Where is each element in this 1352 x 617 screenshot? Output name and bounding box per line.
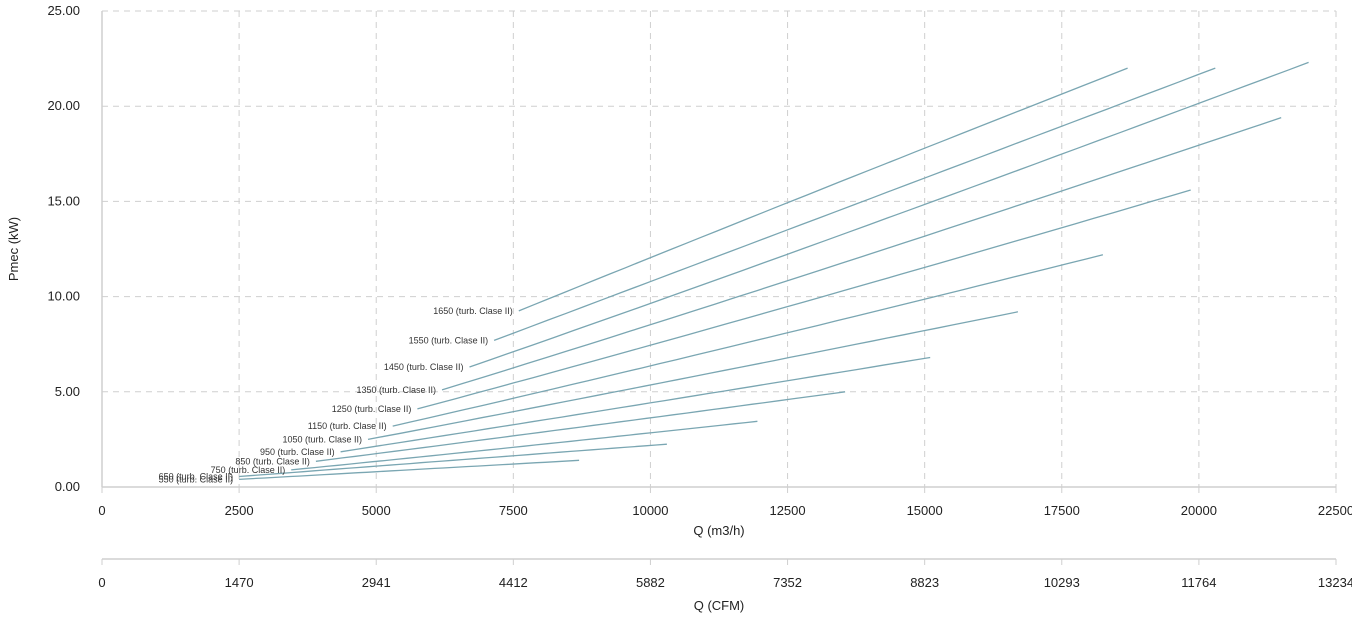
x2-tick-label: 13234 — [1318, 575, 1352, 590]
curve-label: 1450 (turb. Clase II) — [384, 362, 464, 372]
x2-tick-label: 4412 — [499, 575, 528, 590]
curve-label: 950 (turb. Clase II) — [260, 447, 335, 457]
x2-tick-label: 5882 — [636, 575, 665, 590]
x-tick-label: 22500 — [1318, 503, 1352, 518]
y-tick-label: 0.00 — [55, 479, 80, 494]
curve-label: 1350 (turb. Clase II) — [356, 385, 436, 395]
curve-label: 650 (turb. Clase II) — [159, 472, 234, 482]
curve-label: 1150 (turb. Clase II) — [308, 421, 387, 431]
curve-label: 1650 (turb. Clase II) — [433, 306, 513, 316]
x-axis-title: Q (m3/h) — [693, 523, 744, 538]
curve-label: 1550 (turb. Clase II) — [409, 335, 489, 345]
power-curve — [367, 311, 1019, 441]
x2-tick-label: 11764 — [1181, 575, 1216, 590]
curve-label: 750 (turb. Clase II) — [211, 465, 286, 475]
power-curve — [315, 391, 846, 462]
curve-label: 850 (turb. Clase II) — [235, 456, 310, 466]
y-tick-label: 15.00 — [47, 193, 80, 208]
x2-tick-label: 0 — [98, 575, 105, 590]
power-curve — [340, 356, 931, 453]
power-curve — [469, 61, 1309, 368]
power-curve — [518, 67, 1128, 312]
power-curve — [239, 443, 667, 478]
axes — [101, 11, 1337, 565]
power-curve — [417, 189, 1191, 410]
x-tick-label: 17500 — [1044, 503, 1080, 518]
power-curves — [239, 61, 1309, 481]
y-axis-title: Pmec (kW) — [6, 217, 21, 281]
y-tick-label: 25.00 — [47, 3, 80, 18]
x-tick-label: 12500 — [769, 503, 805, 518]
x2-tick-label: 2941 — [362, 575, 391, 590]
x-tick-label: 0 — [98, 503, 105, 518]
x-tick-label: 15000 — [907, 503, 943, 518]
grid-lines — [101, 10, 1337, 488]
y-tick-label: 10.00 — [47, 289, 80, 304]
x2-tick-label: 8823 — [910, 575, 939, 590]
y-tick-label: 5.00 — [55, 384, 80, 399]
power-curve — [392, 254, 1104, 427]
curve-label: 550 (turb. Clase II) — [159, 474, 234, 484]
power-curve — [493, 67, 1216, 342]
y-tick-label: 20.00 — [47, 98, 80, 113]
x-tick-label: 20000 — [1181, 503, 1217, 518]
curve-label: 1050 (turb. Clase II) — [282, 434, 362, 444]
x2-tick-label: 7352 — [773, 575, 802, 590]
x-tick-label: 10000 — [632, 503, 668, 518]
curve-label: 1250 (turb. Clase II) — [332, 404, 412, 414]
x-tick-label: 5000 — [362, 503, 391, 518]
power-curve — [291, 420, 758, 471]
x2-axis-title: Q (CFM) — [694, 598, 745, 613]
x-tick-label: 2500 — [225, 503, 254, 518]
x-tick-label: 7500 — [499, 503, 528, 518]
power-curve — [441, 116, 1282, 391]
curve-labels: 550 (turb. Clase II)650 (turb. Clase II)… — [159, 306, 513, 485]
power-curve — [239, 459, 580, 481]
x2-tick-label: 10293 — [1044, 575, 1080, 590]
x2-tick-label: 1470 — [225, 575, 254, 590]
tick-labels: 0.00 5.00 10.00 15.00 20.00 25.00 0 2500 5000 750… — [47, 3, 1352, 590]
